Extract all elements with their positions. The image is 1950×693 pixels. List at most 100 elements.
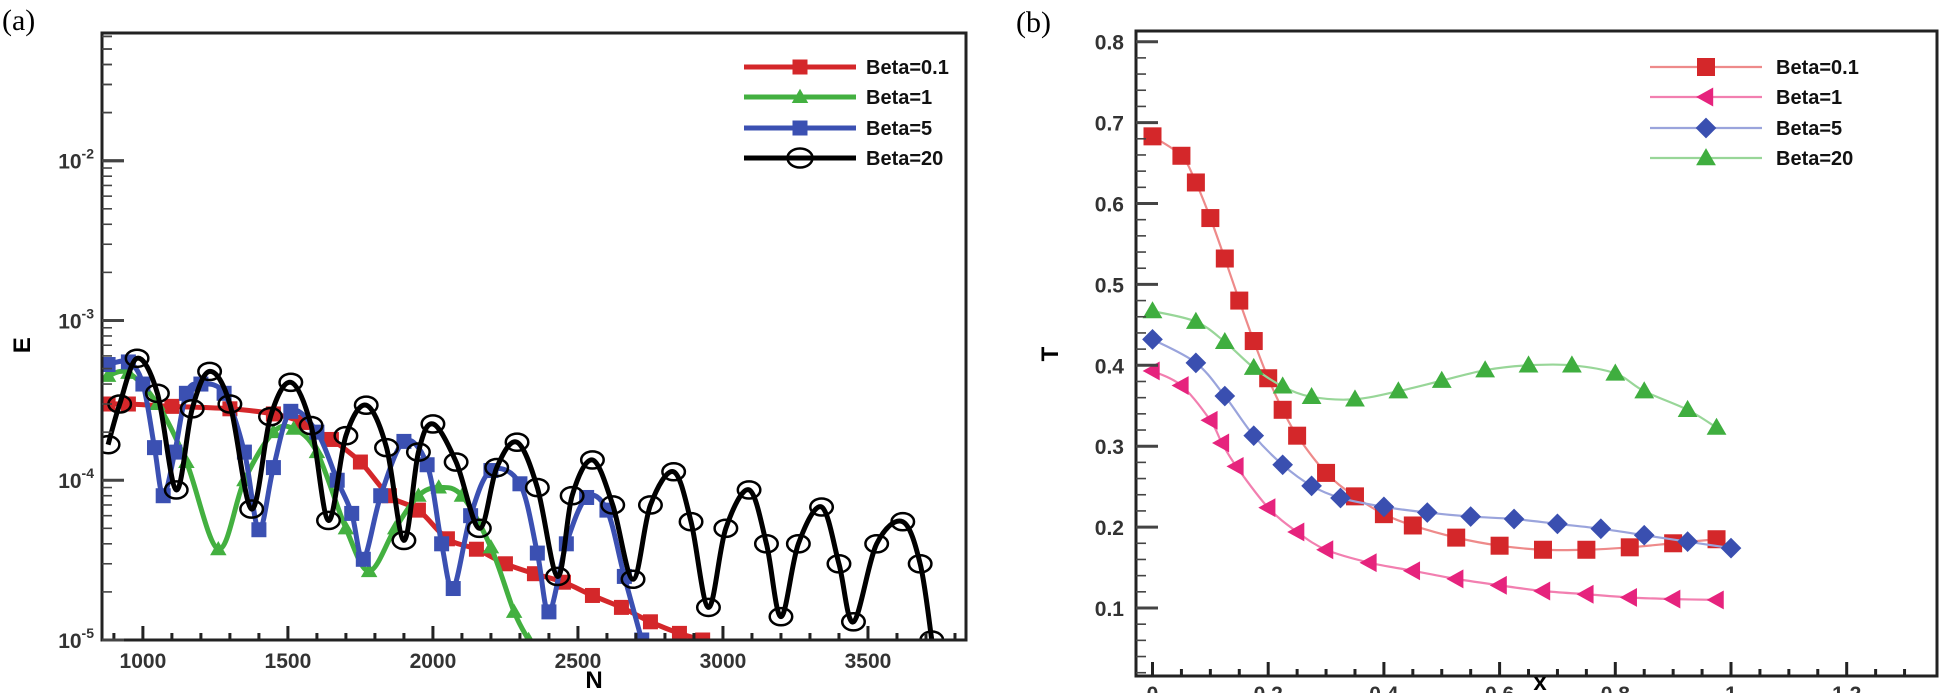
marker-triangle bbox=[523, 631, 534, 640]
marker-triangle bbox=[360, 562, 378, 578]
marker-square bbox=[167, 444, 183, 460]
series-line bbox=[1151, 338, 1732, 550]
y-tick-label: 0.6 bbox=[1095, 194, 1124, 217]
marker-square bbox=[373, 488, 389, 504]
marker-triangle-left bbox=[1446, 569, 1464, 589]
marker-square bbox=[1143, 127, 1162, 146]
marker-triangle-left bbox=[1533, 581, 1551, 601]
marker-square bbox=[497, 556, 513, 572]
marker-triangle bbox=[1345, 389, 1365, 407]
legend-item: Beta=1 bbox=[1650, 87, 1842, 109]
marker-circle bbox=[405, 442, 431, 462]
marker-circle bbox=[840, 611, 866, 632]
marker-circle bbox=[753, 534, 779, 554]
marker-circle bbox=[179, 398, 205, 419]
marker-diamond bbox=[1677, 531, 1698, 553]
marker-triangle-left bbox=[1359, 553, 1377, 573]
y-tick-base: 10 bbox=[58, 151, 81, 174]
marker-triangle-left bbox=[1316, 540, 1334, 560]
legend-label: Beta=1 bbox=[1776, 87, 1842, 109]
x-axis-label: x bbox=[1533, 669, 1547, 693]
marker-square bbox=[1697, 58, 1715, 76]
marker-circle bbox=[443, 452, 469, 472]
y-tick-label: 0.8 bbox=[1095, 32, 1125, 55]
marker-triangle bbox=[1696, 148, 1716, 166]
marker-square bbox=[283, 403, 299, 419]
marker-diamond bbox=[1214, 385, 1236, 407]
marker-triangle bbox=[1562, 355, 1582, 373]
marker-square bbox=[468, 541, 484, 557]
marker-triangle bbox=[1475, 360, 1496, 378]
x-tick-label: 1.2 bbox=[1832, 683, 1861, 693]
marker-triangle bbox=[337, 520, 355, 535]
y-tick-exponent: -4 bbox=[82, 465, 95, 481]
x-tick-label: 2500 bbox=[555, 650, 602, 673]
marker-triangle-left bbox=[1489, 575, 1507, 595]
marker-square bbox=[1186, 173, 1205, 192]
x-tick-label: 0.8 bbox=[1601, 683, 1631, 693]
marker-triangle bbox=[1243, 357, 1264, 375]
panel-label-a: (a) bbox=[2, 4, 35, 37]
y-tick-base: 10 bbox=[58, 310, 81, 333]
marker-square bbox=[634, 632, 650, 640]
marker-circle bbox=[785, 534, 811, 554]
marker-square bbox=[1288, 426, 1307, 445]
marker-square bbox=[1244, 332, 1263, 351]
marker-square bbox=[1403, 516, 1422, 535]
marker-square bbox=[1215, 249, 1234, 268]
marker-square bbox=[410, 502, 426, 518]
marker-triangle bbox=[1518, 355, 1539, 373]
marker-circle bbox=[102, 434, 121, 455]
legend-item: Beta=20 bbox=[744, 147, 943, 170]
marker-circle bbox=[809, 497, 835, 517]
marker-square bbox=[146, 440, 162, 456]
marker-triangle-left bbox=[1171, 376, 1189, 395]
marker-circle bbox=[197, 361, 223, 382]
marker-triangle-left bbox=[1619, 588, 1637, 607]
x-tick-label: 0.4 bbox=[1369, 683, 1399, 693]
marker-triangle bbox=[1388, 381, 1409, 399]
marker-circle bbox=[239, 499, 265, 519]
marker-square bbox=[1533, 540, 1552, 559]
marker-circle bbox=[258, 406, 284, 427]
legend-item: Beta=0.1 bbox=[1650, 57, 1859, 79]
y-tick-exponent: -5 bbox=[82, 625, 95, 641]
marker-triangle bbox=[505, 603, 523, 618]
marker-triangle bbox=[1142, 301, 1163, 319]
marker-diamond bbox=[1373, 496, 1395, 518]
marker-circle bbox=[374, 437, 400, 458]
marker-square bbox=[135, 376, 151, 392]
marker-square bbox=[265, 460, 281, 476]
marker-circle bbox=[637, 495, 663, 515]
x-tick-label: 0.2 bbox=[1254, 683, 1283, 693]
marker-triangle bbox=[1706, 417, 1727, 435]
marker-circle bbox=[484, 457, 510, 478]
marker-square bbox=[352, 454, 368, 470]
marker-diamond bbox=[1695, 117, 1717, 139]
marker-square bbox=[164, 398, 180, 414]
marker-diamond bbox=[1330, 487, 1351, 509]
marker-square bbox=[120, 396, 136, 412]
marker-triangle bbox=[1272, 376, 1293, 394]
marker-circle bbox=[559, 485, 585, 506]
legend-label: Beta=20 bbox=[1776, 148, 1853, 170]
marker-circle bbox=[600, 495, 626, 515]
marker-triangle-left bbox=[1200, 410, 1218, 430]
chart-a: (a)1000 1500 2000 2500 3000 350010-210-310-41… bbox=[2, 4, 968, 693]
legend-item: Beta=1 bbox=[744, 87, 932, 109]
marker-triangle bbox=[1185, 311, 1206, 329]
marker-square bbox=[1273, 400, 1292, 419]
marker-circle bbox=[217, 394, 243, 414]
marker-triangle bbox=[102, 367, 117, 382]
y-axis-label: E bbox=[9, 337, 36, 353]
marker-square bbox=[1230, 291, 1249, 310]
marker-triangle-left bbox=[1696, 87, 1714, 107]
marker-circle bbox=[524, 477, 550, 498]
marker-square bbox=[671, 625, 687, 640]
series-beta-20 bbox=[102, 348, 945, 640]
marker-triangle bbox=[210, 540, 227, 556]
marker-circle bbox=[466, 518, 492, 539]
marker-square bbox=[396, 433, 412, 449]
y-tick-label: 10-2 bbox=[58, 146, 94, 174]
marker-square bbox=[1447, 528, 1466, 547]
